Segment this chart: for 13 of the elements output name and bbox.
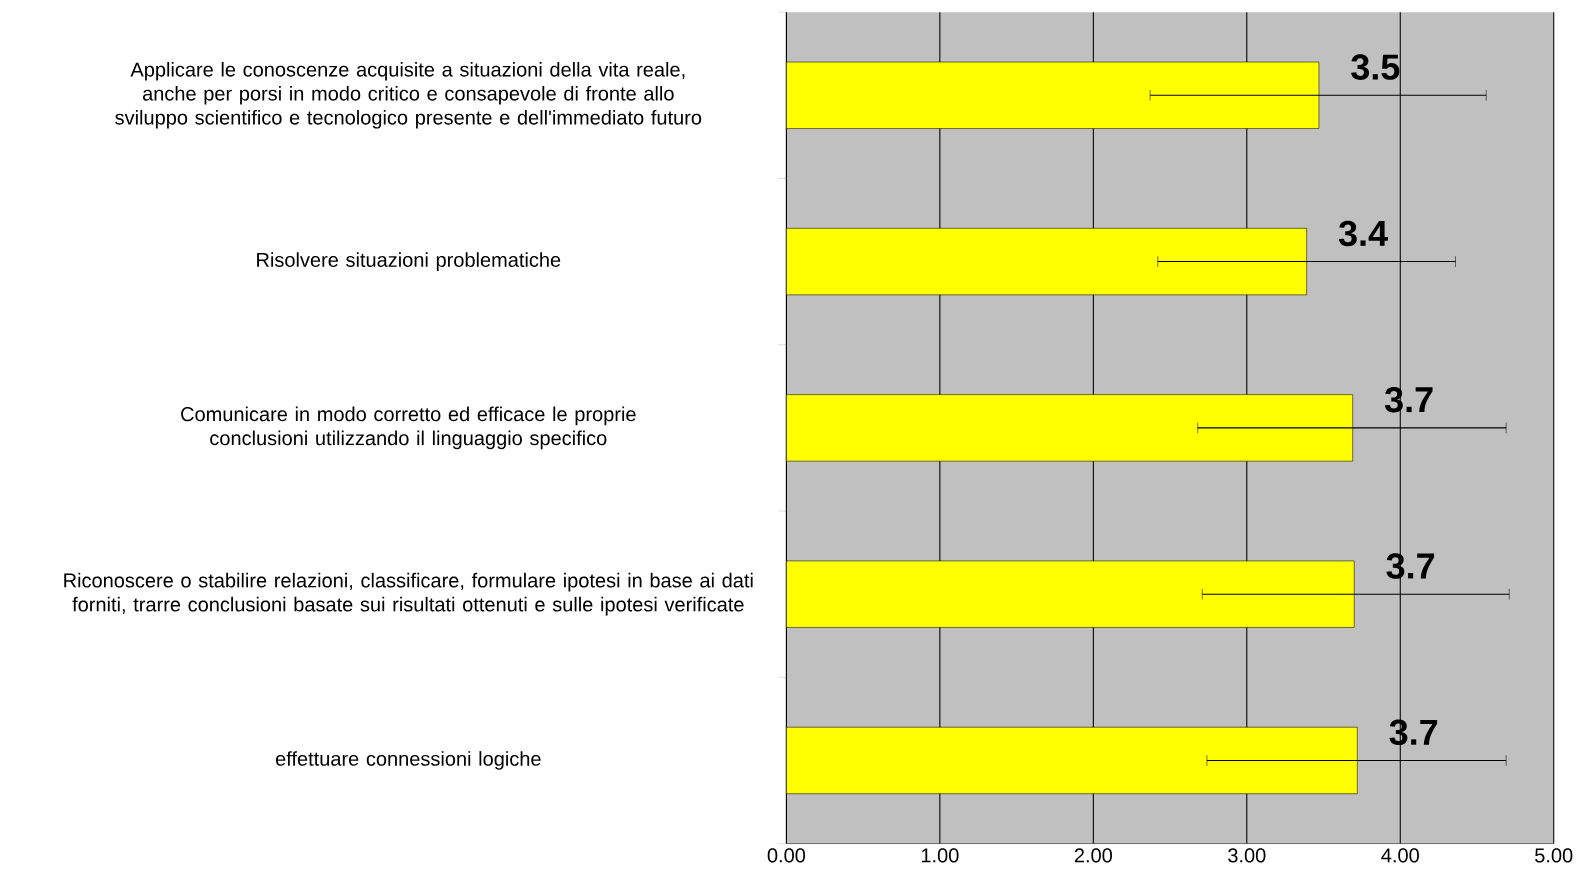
- y-tick-label: Risolvere situazioni problematiche: [257, 252, 561, 271]
- x-tick-label: 0.00: [767, 848, 806, 863]
- y-tick-label: effettuare connessioni logiche: [275, 751, 541, 770]
- y-tick-label: Riconoscere o stabilire relazioni, classificare, formulare ipotesi in base ai dati forniti, trarre conclusioni basate sui risultati ottenuti e sulle ipotesi verificate: [64, 572, 753, 616]
- y-tick-label: Applicare le conoscenze acquisite a situazioni della vita reale, anche per porsi in modo critico e consapevole di fronte allo sviluppo scientifico e tecnologico presente e dell'immediato futuro: [115, 61, 702, 129]
- x-tick-label: 2.00: [1074, 848, 1112, 863]
- data-label: 3.4: [1338, 220, 1388, 247]
- x-tick-label: 1.00: [921, 848, 959, 863]
- x-tick-label: 5.00: [1535, 848, 1573, 863]
- data-label: 3.5: [1351, 54, 1400, 80]
- y-tick-label: Comunicare in modo corretto ed efficace le proprie conclusioni utilizzando il linguaggio specifico: [181, 406, 636, 450]
- x-tick-label: 3.00: [1228, 848, 1266, 863]
- x-tick-label: 4.00: [1381, 848, 1419, 863]
